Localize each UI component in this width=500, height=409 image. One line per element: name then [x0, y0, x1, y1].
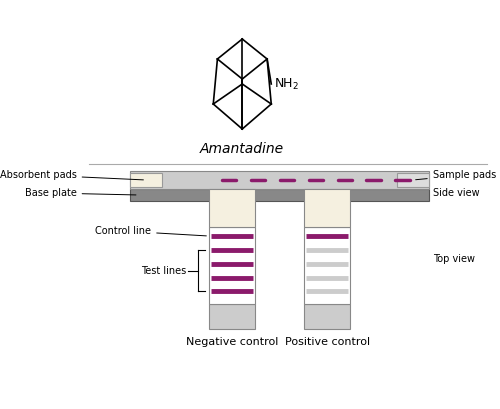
- Bar: [397, 173, 428, 187]
- Text: Base plate: Base plate: [24, 188, 136, 198]
- Bar: [130, 173, 162, 187]
- Text: NH$_2$: NH$_2$: [274, 76, 298, 92]
- Bar: [130, 189, 428, 201]
- Text: Absorbent pads: Absorbent pads: [0, 170, 144, 180]
- Bar: [304, 189, 350, 227]
- Text: Top view: Top view: [433, 254, 475, 264]
- Text: Amantadine: Amantadine: [200, 142, 284, 156]
- Bar: [209, 189, 254, 227]
- Text: Test lines: Test lines: [142, 266, 187, 276]
- Text: Side view: Side view: [433, 188, 480, 198]
- Bar: [304, 227, 350, 304]
- Text: Control line: Control line: [95, 226, 206, 236]
- Bar: [130, 171, 428, 189]
- Text: Negative control: Negative control: [186, 337, 278, 347]
- Bar: [209, 304, 254, 329]
- Text: Sample pads: Sample pads: [416, 170, 496, 180]
- Bar: [209, 227, 254, 304]
- Text: Positive control: Positive control: [284, 337, 370, 347]
- Bar: [304, 304, 350, 329]
